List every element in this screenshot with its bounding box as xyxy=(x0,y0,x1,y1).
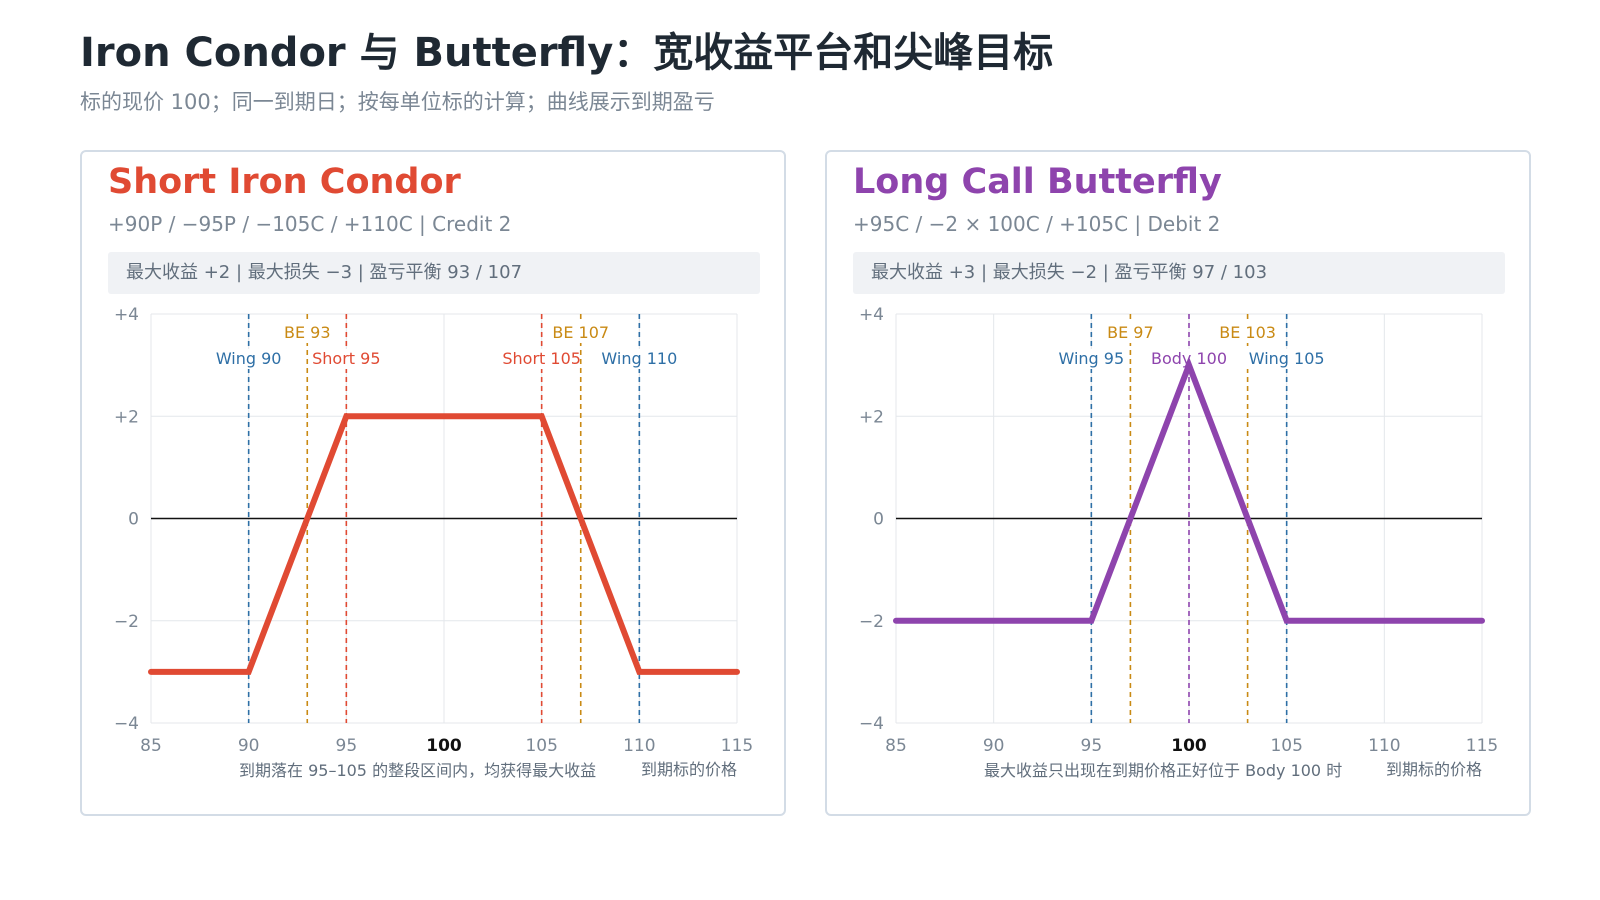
x-tick-label: 115 xyxy=(721,736,753,756)
marker-label: Wing 105 xyxy=(1249,349,1325,368)
y-tick-label: 0 xyxy=(128,510,139,530)
butterfly-panel: Long Call Butterfly +95C / −2 × 100C / +… xyxy=(825,150,1531,816)
page-title: Iron Condor 与 Butterfly：宽收益平台和尖峰目标 xyxy=(80,30,1054,76)
y-tick-label: +2 xyxy=(114,407,139,427)
condor-panel: Short Iron Condor +90P / −95P / −105C / … xyxy=(80,150,786,816)
marker-label: BE 93 xyxy=(284,323,331,342)
x-tick-label: 95 xyxy=(1081,736,1103,756)
panel-stats: 最大收益 +3 | 最大损失 −2 | 盈亏平衡 97 / 103 xyxy=(853,252,1505,294)
x-tick-label: 95 xyxy=(336,736,358,756)
x-tick-label: 110 xyxy=(623,736,655,756)
x-tick-label: 85 xyxy=(885,736,907,756)
x-tick-label: 100 xyxy=(1171,736,1207,756)
x-tick-label: 90 xyxy=(983,736,1005,756)
x-axis-label: 到期标的价格 xyxy=(1386,760,1482,779)
marker-label: Wing 90 xyxy=(216,349,282,368)
marker-label: Short 95 xyxy=(312,349,380,368)
panel-legs: +95C / −2 × 100C / +105C | Debit 2 xyxy=(853,212,1221,236)
y-tick-label: −4 xyxy=(114,714,139,734)
payoff-line xyxy=(148,413,740,675)
page-subtitle: 标的现价 100；同一到期日；按每单位标的计算；曲线展示到期盈亏 xyxy=(80,90,715,114)
panel-title: Short Iron Condor xyxy=(108,162,461,202)
marker-label: BE 97 xyxy=(1107,323,1154,342)
marker-label-bg xyxy=(281,323,334,343)
marker-label: BE 103 xyxy=(1219,323,1276,342)
chart-note: 到期落在 95–105 的整段区间内，均获得最大收益 xyxy=(239,761,596,780)
x-tick-label: 115 xyxy=(1466,736,1498,756)
payoff-line xyxy=(893,356,1485,624)
y-tick-label: 0 xyxy=(873,510,884,530)
marker-label-bg xyxy=(499,349,584,369)
y-tick-label: −4 xyxy=(859,714,884,734)
panel-stats: 最大收益 +2 | 最大损失 −3 | 盈亏平衡 93 / 107 xyxy=(108,252,760,294)
marker-label-bg xyxy=(1245,349,1328,369)
marker-label-bg xyxy=(1216,323,1279,343)
y-tick-label: +4 xyxy=(859,305,884,325)
marker-label-bg xyxy=(1104,323,1157,343)
x-tick-label: 100 xyxy=(426,736,462,756)
butterfly-payoff-chart: −4 −2 0 +2 +4 85 90 95 100 105 110 115 Wing 95 BE 97 B… xyxy=(859,305,1498,780)
marker-label: Wing 95 xyxy=(1059,349,1125,368)
marker-label-bg xyxy=(549,323,613,343)
marker-label: BE 107 xyxy=(552,323,609,342)
y-tick-label: −2 xyxy=(859,612,884,632)
marker-label-bg xyxy=(1055,349,1128,369)
marker-label: Wing 110 xyxy=(601,349,677,368)
marker-label-bg xyxy=(309,349,384,369)
marker-label-bg xyxy=(598,349,681,369)
x-tick-label: 85 xyxy=(140,736,162,756)
panel-title: Long Call Butterfly xyxy=(853,162,1222,202)
x-tick-label: 105 xyxy=(525,736,557,756)
y-tick-label: +4 xyxy=(114,305,139,325)
x-tick-label: 105 xyxy=(1270,736,1302,756)
marker-label-bg xyxy=(212,349,285,369)
panel-legs: +90P / −95P / −105C / +110C | Credit 2 xyxy=(108,212,512,236)
x-tick-label: 90 xyxy=(238,736,260,756)
x-axis-label: 到期标的价格 xyxy=(641,760,737,779)
y-tick-label: −2 xyxy=(114,612,139,632)
x-tick-label: 110 xyxy=(1368,736,1400,756)
marker-label: Short 105 xyxy=(502,349,581,368)
chart-note: 最大收益只出现在到期价格正好位于 Body 100 时 xyxy=(984,761,1342,780)
y-tick-label: +2 xyxy=(859,407,884,427)
